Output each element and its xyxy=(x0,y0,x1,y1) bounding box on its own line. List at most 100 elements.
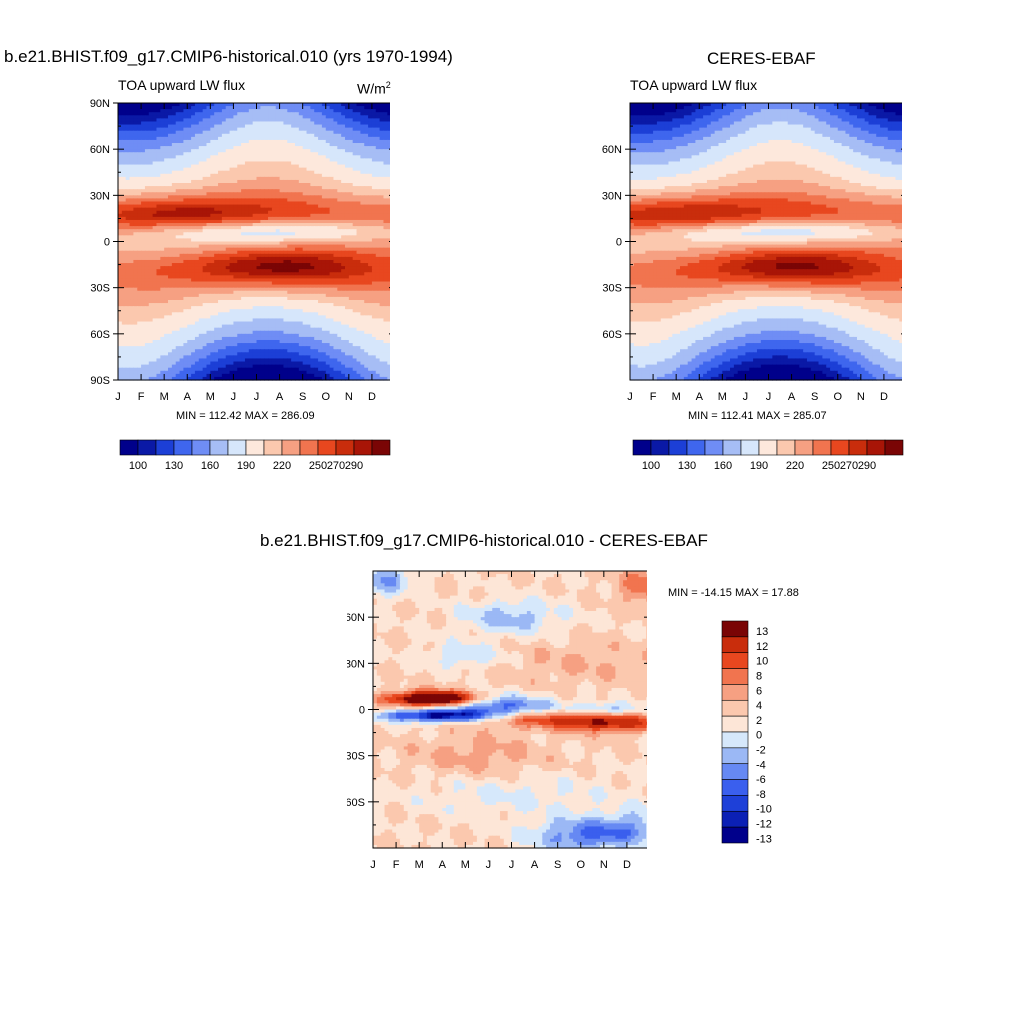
model-cell xyxy=(156,210,161,215)
model-cell xyxy=(229,170,235,175)
model-cell xyxy=(206,210,211,215)
model-cell xyxy=(179,121,185,126)
model-cell xyxy=(133,207,138,212)
model-cell xyxy=(314,127,319,132)
model-cell xyxy=(333,121,338,126)
model-cell xyxy=(302,143,308,147)
model-cell xyxy=(298,293,304,298)
model-cell xyxy=(368,198,373,203)
model-cell xyxy=(294,278,300,283)
model-cell xyxy=(268,250,273,255)
model-cell xyxy=(248,186,254,190)
model-cell xyxy=(225,272,231,276)
model-cell xyxy=(306,109,311,113)
model-cell xyxy=(383,312,388,316)
model-cell xyxy=(210,290,215,295)
model-cell xyxy=(141,263,146,267)
model-cell xyxy=(356,213,361,218)
model-cell xyxy=(287,284,292,289)
model-cell xyxy=(271,133,277,138)
model-cell xyxy=(375,112,381,116)
model-cell xyxy=(321,235,327,240)
model-cell xyxy=(287,201,292,206)
model-cell xyxy=(152,201,158,206)
model-cell xyxy=(206,266,211,270)
model-cell xyxy=(264,299,269,304)
model-cell xyxy=(225,118,231,123)
model-cell xyxy=(198,213,204,218)
model-cell xyxy=(260,192,265,196)
model-cell xyxy=(337,256,342,261)
model-cell xyxy=(179,247,185,252)
model-cell xyxy=(133,124,138,129)
model-cell xyxy=(202,287,208,292)
model-cell xyxy=(306,161,311,166)
model-cell xyxy=(210,281,215,286)
model-cell xyxy=(379,112,385,116)
model-cell xyxy=(187,244,192,249)
model-cell xyxy=(137,183,142,187)
model-cell xyxy=(310,201,315,206)
model-cell xyxy=(244,287,250,292)
model-cell xyxy=(125,139,131,144)
model-cell xyxy=(129,312,134,316)
model-cell xyxy=(218,186,223,190)
model-cell xyxy=(202,204,208,209)
model-cell xyxy=(194,183,200,187)
model-cell xyxy=(144,309,150,313)
model-cell xyxy=(287,130,292,135)
model-cell xyxy=(194,164,200,169)
model-cell xyxy=(129,219,134,224)
model-cell xyxy=(144,235,150,240)
model-cell xyxy=(348,183,354,187)
model-cell xyxy=(352,229,358,233)
model-cell xyxy=(194,213,200,218)
model-cell xyxy=(144,303,150,307)
model-cell xyxy=(129,296,134,301)
model-cell xyxy=(248,112,254,116)
model-cell xyxy=(291,290,296,295)
model-cell xyxy=(121,192,127,196)
model-cell xyxy=(375,229,381,233)
model-cell xyxy=(333,155,338,159)
model-cell xyxy=(144,207,150,212)
model-cell xyxy=(233,259,238,264)
model-cell xyxy=(310,287,315,292)
model-cell xyxy=(160,281,165,286)
model-cell xyxy=(371,189,377,193)
model-cell xyxy=(144,106,150,110)
model-cell xyxy=(371,192,377,196)
model-cell xyxy=(252,127,258,132)
model-cell xyxy=(356,149,361,153)
model-cell xyxy=(352,250,358,255)
model-cell xyxy=(375,263,381,267)
model-cell xyxy=(260,109,265,113)
model-cell xyxy=(168,186,173,190)
model-cell xyxy=(256,269,261,273)
model-cell xyxy=(298,161,304,166)
model-cell xyxy=(202,158,208,163)
model-cell xyxy=(341,281,346,286)
model-cell xyxy=(160,244,165,249)
model-cell xyxy=(183,176,188,181)
model-cell xyxy=(364,173,369,178)
model-cell xyxy=(387,250,390,255)
model-cell xyxy=(198,219,204,224)
model-cell xyxy=(248,253,254,258)
model-cell xyxy=(229,281,235,286)
model-cell xyxy=(121,186,127,190)
model-cell xyxy=(121,130,127,135)
model-cell xyxy=(194,226,200,230)
model-cell xyxy=(156,299,161,304)
model-cell xyxy=(344,232,350,236)
model-cell xyxy=(321,226,327,230)
model-cell xyxy=(275,176,281,181)
model-cell xyxy=(360,244,365,249)
model-cell xyxy=(337,296,342,301)
model-cell xyxy=(352,103,358,107)
model-cell xyxy=(348,232,354,236)
model-cell xyxy=(314,210,319,215)
model-cell xyxy=(125,259,131,264)
model-cell xyxy=(183,170,188,175)
model-cell xyxy=(183,238,188,243)
